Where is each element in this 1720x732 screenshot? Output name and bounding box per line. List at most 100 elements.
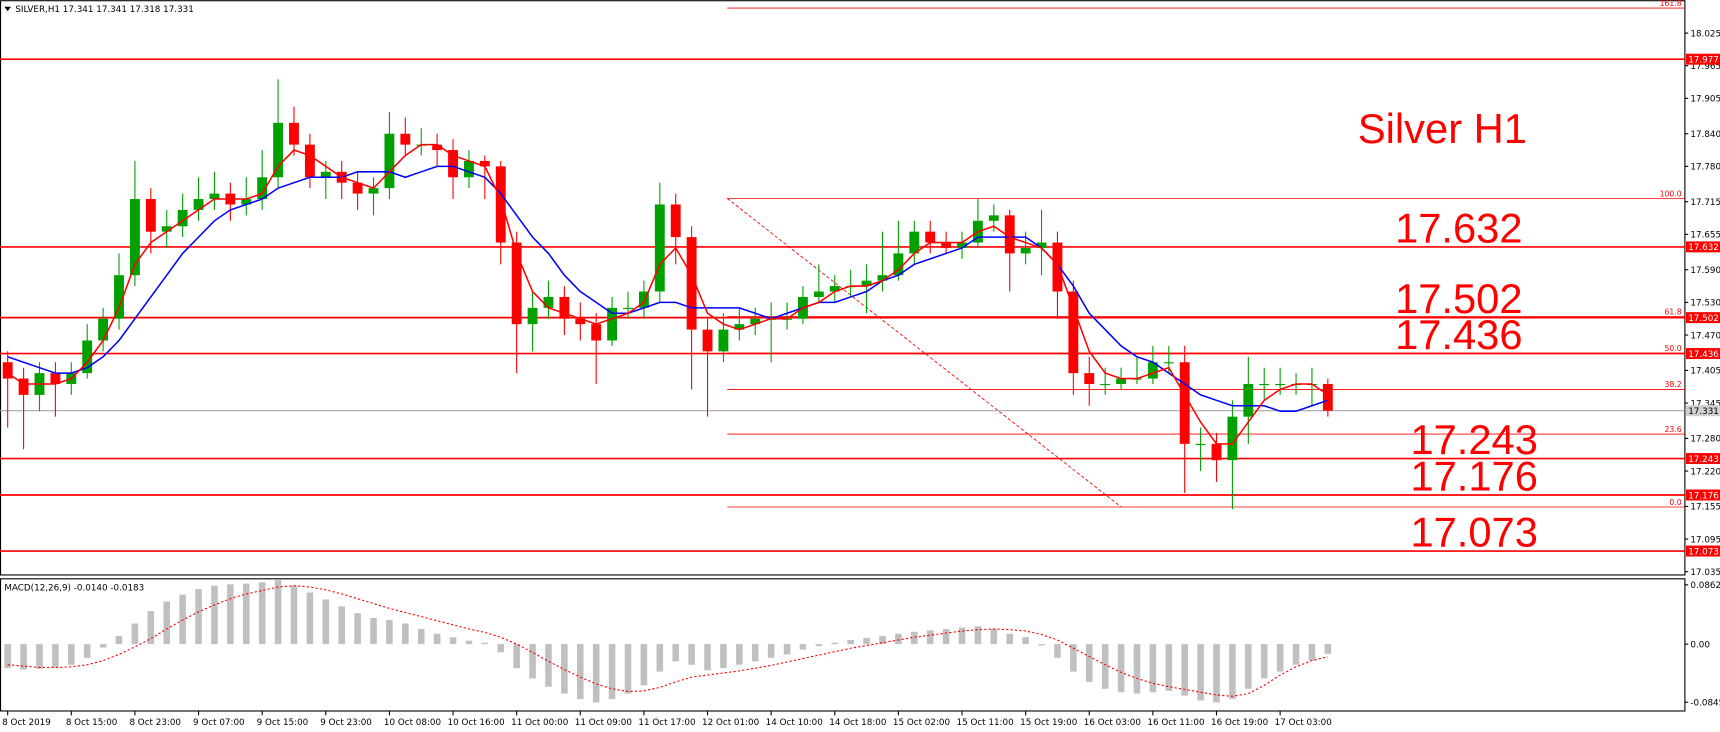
macd-bar [545,644,552,687]
candle-body [2,362,13,379]
macd-bar [879,635,886,645]
macd-bar [624,644,632,694]
macd-bar [195,589,202,645]
y-tick-label: 17.220 [1690,467,1720,477]
candle-body [1116,378,1127,385]
candle-body [925,231,936,243]
candle-body [114,275,124,319]
candle-body [1211,443,1222,461]
candle-body [1227,416,1238,461]
level-tag [1685,348,1720,360]
candle-body [495,166,506,243]
macd-bar [1229,644,1236,700]
macd-bar [115,635,123,645]
macd-bar [863,637,870,645]
macd-bar [242,583,250,645]
candle-body [623,307,633,309]
macd-bar [688,644,695,665]
macd-bar [481,642,489,645]
macd-bar [990,628,998,645]
candle-body [511,242,522,325]
x-tick-label: 9 Oct 15:00 [257,718,309,728]
macd-bar [974,626,982,645]
candle-body [559,296,570,319]
x-tick-label: 16 Oct 19:00 [1211,718,1268,728]
macd-bar [799,644,807,650]
fibo-label: 0.0 [1669,498,1681,507]
x-tick-label: 15 Oct 11:00 [957,718,1014,728]
macd-bar [1022,637,1029,645]
y-tick-label: 17.405 [1690,367,1720,377]
x-tick-label: 16 Oct 03:00 [1084,718,1141,728]
y-tick-label: 17.590 [1690,266,1720,276]
candle-body [686,237,697,330]
macd-bar [640,644,648,686]
macd-bar [4,644,11,669]
level-annotation: 17.243 [1410,416,1537,463]
symbol-header: SILVER,H1 17.341 17.341 17.318 17.331 [15,5,193,15]
candle-body [941,242,952,248]
x-tick-label: 12 Oct 01:00 [702,718,759,728]
x-tick-label: 11 Oct 00:00 [511,718,568,728]
y-tick-label: 17.530 [1690,299,1720,309]
candle-body [18,378,29,395]
x-tick-label: 8 Oct 15:00 [66,718,118,728]
current-price-tag [1685,405,1720,417]
macd-bar [561,644,568,694]
candle-body [177,209,188,227]
macd-bar [36,644,43,669]
level-annotation: 17.073 [1410,509,1537,556]
macd-bar [942,628,950,645]
y-tick-label: 17.715 [1690,198,1720,208]
y-tick-label: 17.035 [1690,568,1720,578]
candle-body [654,204,665,292]
fibo-label: 38.2 [1665,380,1682,389]
candle-body [1004,215,1015,254]
macd-bar [211,585,218,645]
candle-body [718,329,729,352]
macd-bar [1038,644,1045,646]
level-annotation: 17.502 [1395,275,1522,322]
macd-bar [720,644,727,669]
y-tick-label: 0.0862 [1690,581,1720,591]
level-tag-label: 17.502 [1688,314,1719,324]
macd-bar [1149,644,1157,693]
fibo-trendline [726,198,1122,508]
macd-bar [847,639,854,645]
x-tick-label: 8 Oct 23:00 [129,718,181,728]
candle-body [98,318,109,341]
macd-bar [1101,644,1109,689]
candle-body [638,291,649,308]
candle-body [527,307,538,325]
x-tick-label: 11 Oct 09:00 [575,718,632,728]
macd-bar [402,623,409,645]
level-annotation: 17.632 [1395,205,1522,252]
candle-body [702,329,713,352]
current-price-label: 17.331 [1688,407,1719,417]
x-tick-label: 14 Oct 18:00 [829,718,886,728]
candle-body [448,150,458,178]
y-tick-label: 17.345 [1690,399,1720,409]
candle-body [750,318,761,325]
macd-bar [1245,644,1252,689]
macd-bar [1085,644,1093,682]
fibo-label: 23.6 [1665,425,1682,434]
level-tag [1685,241,1720,253]
candle-body [813,291,824,297]
x-tick-label: 9 Oct 23:00 [320,718,372,728]
fibo-label: 161.8 [1660,0,1682,8]
macd-bar [68,644,75,665]
macd-bar [274,580,282,645]
macd-bar [1276,644,1284,672]
macd-bar [147,611,155,645]
macd-bar [1308,644,1316,661]
candle-body [670,204,681,238]
level-annotation: 17.176 [1410,453,1537,500]
candle-body [464,160,474,178]
macd-header: MACD(12,26,9) -0.0140 -0.0183 [4,583,144,593]
y-tick-label: 17.280 [1690,435,1720,445]
candle-body [1147,362,1158,379]
candle-body [543,296,554,308]
menu-triangle [4,6,11,12]
